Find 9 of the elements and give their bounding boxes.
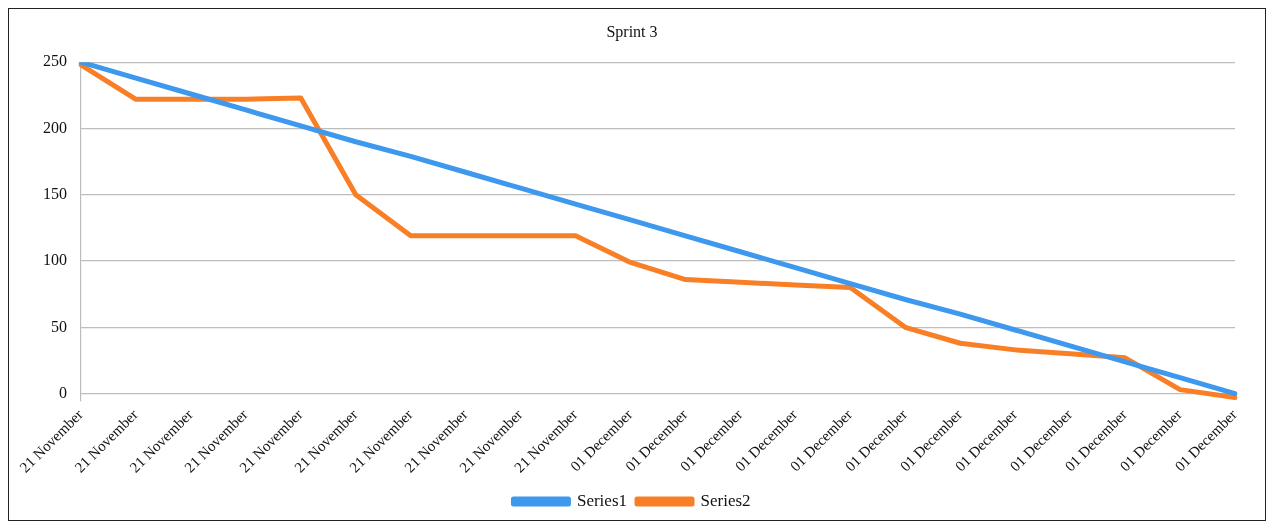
legend-label: Series2: [700, 490, 751, 510]
chart-title: Sprint 3: [606, 22, 658, 41]
y-tick-label: 50: [51, 317, 67, 335]
y-tick-label: 250: [43, 52, 67, 70]
y-tick-label: 100: [43, 251, 67, 269]
legend-label: Series1: [576, 490, 627, 510]
y-tick-label: 150: [43, 184, 67, 202]
y-tick-label: 200: [43, 118, 67, 136]
y-tick-label: 0: [59, 383, 67, 401]
